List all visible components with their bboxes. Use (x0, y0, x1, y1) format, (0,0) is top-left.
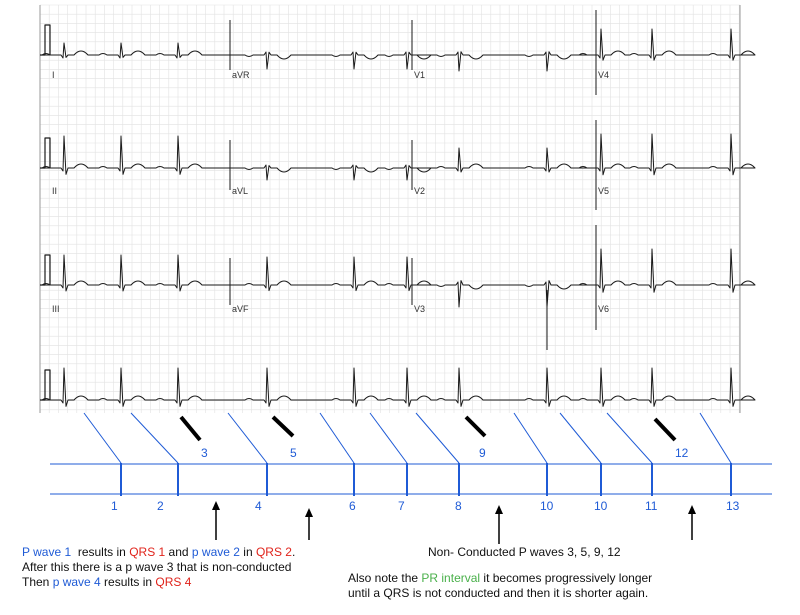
ladder-diagonals (83, 412, 732, 464)
ecg-grid (39, 4, 741, 413)
note-text: Also note the (348, 571, 422, 585)
blocked-p-markers (179, 415, 677, 442)
note-text: in (239, 545, 256, 559)
lead-label-V5: V5 (598, 186, 609, 196)
nonconducted-label-12: 12 (675, 446, 689, 460)
blocked-p-marker-3 (179, 415, 202, 442)
note-text: it becomes progressively longer (480, 571, 653, 585)
note-text: and (165, 545, 192, 559)
note-left-line-3: Then p wave 4 results in QRS 4 (22, 575, 295, 590)
lead-label-V6: V6 (598, 304, 609, 314)
nonconducted-label-9: 9 (479, 446, 486, 460)
nonconducted-label-5: 5 (290, 446, 297, 460)
ladder-diagonal-2 (130, 412, 179, 464)
note-text: results in (100, 575, 156, 589)
ladder-diagonal-4 (227, 412, 268, 464)
note-text: results in (71, 545, 130, 559)
qrs-label-4: 4 (255, 499, 262, 513)
note-right-line-3: until a QRS is not conducted and then it… (348, 586, 649, 600)
lead-label-aVR: aVR (232, 70, 250, 80)
nonconducted-label-3: 3 (201, 446, 208, 460)
note-left-line-1: P wave 1 results in QRS 1 and p wave 2 i… (22, 545, 295, 560)
qrs-label-13: 13 (726, 499, 740, 513)
lead-label-V4: V4 (598, 70, 609, 80)
lead-label-V2: V2 (414, 186, 425, 196)
blocked-p-marker-12 (653, 417, 677, 442)
qrs-4-text: QRS 4 (155, 575, 192, 589)
note-right-line-2: Also note the PR interval it becomes pro… (348, 571, 652, 586)
blocked-p-marker-5 (271, 415, 295, 438)
lead-label-aVF: aVF (232, 304, 249, 314)
lead-label-V3: V3 (414, 304, 425, 314)
arrows (212, 501, 696, 544)
note-right: Also note the PR interval it becomes pro… (348, 571, 652, 601)
pr-interval-text: PR interval (421, 571, 481, 585)
note-right-title: Non- Conducted P waves 3, 5, 9, 12 (428, 545, 621, 559)
ladder-qrs-markers (120, 463, 732, 496)
ladder-diagonal-10a (513, 412, 548, 464)
note-left-line-2: After this there is a p wave 3 that is n… (22, 560, 292, 574)
p-wave-1-text: P wave 1 (22, 545, 72, 559)
note-left: P wave 1 results in QRS 1 and p wave 2 i… (22, 545, 295, 590)
note-text: Then (22, 575, 53, 589)
note-text: . (291, 545, 296, 559)
qrs-2-text: QRS 2 (255, 545, 292, 559)
arrow-up-icon (212, 501, 220, 540)
arrow-up-icon (495, 505, 503, 544)
p-wave-2-text: p wave 2 (191, 545, 240, 559)
qrs-label-11: 11 (645, 499, 658, 513)
ladder-diagonal-10b (559, 412, 602, 464)
lead-label-V1: V1 (414, 70, 425, 80)
arrow-up-icon (688, 505, 696, 540)
blocked-p-marker-9 (464, 415, 487, 438)
ladder-diagonal-1 (83, 412, 122, 464)
p-wave-4-text: p wave 4 (52, 575, 101, 589)
lead-label-aVL: aVL (232, 186, 248, 196)
lead-label-III: III (52, 304, 60, 314)
qrs-label-8: 8 (455, 499, 462, 513)
qrs-label-10b: 10 (594, 499, 608, 513)
qrs-label-2: 2 (157, 499, 164, 513)
qrs-label-7: 7 (398, 499, 405, 513)
qrs-label-6: 6 (349, 499, 356, 513)
lead-label-I: I (52, 70, 55, 80)
ladder-diagonal-6 (319, 412, 355, 464)
ladder-diagonal-11 (606, 412, 653, 464)
ladder-diagonal-13 (699, 412, 732, 464)
arrow-up-icon (305, 508, 313, 540)
qrs-label-1: 1 (111, 499, 118, 513)
ecg-traces (40, 10, 756, 407)
ladder-diagonal-8 (415, 412, 460, 464)
ladder-diagonal-7 (369, 412, 408, 464)
qrs-1-text: QRS 1 (129, 545, 166, 559)
lead-label-II: II (52, 186, 57, 196)
qrs-label-10a: 10 (540, 499, 554, 513)
